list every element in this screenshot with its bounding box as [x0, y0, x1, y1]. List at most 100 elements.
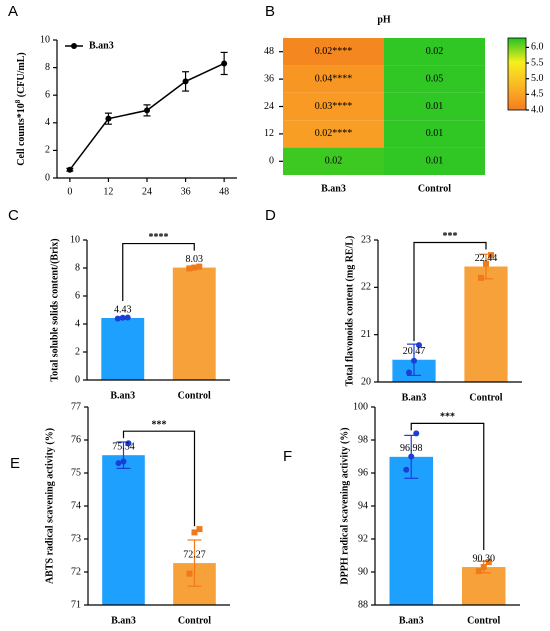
panel-label: D — [265, 207, 276, 224]
bar — [102, 455, 145, 605]
y-axis-label: ABTS radical scavening activity (%) — [44, 428, 55, 584]
y-tick-label: 10 — [70, 234, 80, 245]
significance-bracket — [122, 430, 196, 527]
x-tick-label: 48 — [219, 186, 229, 197]
legend-marker — [71, 43, 77, 49]
replicate-point — [125, 440, 132, 447]
data-point — [144, 107, 150, 114]
replicate-point — [413, 430, 420, 437]
significance-label: *** — [152, 419, 167, 430]
y-tick-label: 76 — [71, 434, 81, 445]
y-tick-label: 88 — [358, 599, 368, 610]
significance-bracket — [122, 242, 195, 301]
y-tick-label: 21 — [361, 329, 371, 340]
colorbar-tick-label: 4.0 — [531, 104, 544, 115]
x-tick-label: B.an3 — [110, 390, 135, 401]
y-tick-label: 77 — [71, 401, 81, 412]
x-tick-label: Control — [178, 615, 211, 626]
column-label: Control — [418, 183, 451, 194]
data-point — [221, 60, 228, 67]
replicate-point — [408, 453, 415, 460]
y-tick-label: 0 — [75, 374, 80, 385]
data-point — [66, 166, 73, 173]
replicate-point — [485, 559, 492, 566]
cell-label: 0.02 — [325, 156, 343, 167]
replicate-point — [191, 264, 198, 271]
y-axis-label-part: Cell counts*10 — [16, 103, 27, 166]
value-label: 75.54 — [112, 441, 135, 452]
x-tick-label: B.an3 — [399, 615, 424, 626]
row-label: 0 — [269, 156, 274, 167]
value-label: 20.47 — [403, 346, 426, 357]
replicate-point — [406, 369, 412, 376]
heat-cell — [283, 65, 384, 93]
value-label: 72.27 — [183, 549, 206, 560]
cell-label: 0.05 — [426, 73, 444, 84]
x-tick-label: 0 — [67, 186, 72, 197]
y-tick-label: 71 — [71, 599, 81, 610]
bar — [172, 267, 216, 380]
y-tick-label: 20 — [361, 376, 371, 387]
significance-label: **** — [149, 232, 169, 243]
value-label: 22.44 — [475, 253, 498, 264]
panel-label: A — [8, 3, 18, 20]
replicate-point — [475, 568, 482, 575]
y-tick-label: 8 — [75, 262, 80, 273]
cell-label: 0.01 — [426, 128, 444, 139]
bar — [389, 456, 433, 605]
y-tick-label: 74 — [71, 500, 81, 511]
x-tick-label: 24 — [142, 186, 152, 197]
x-tick-label: Control — [467, 615, 500, 626]
y-tick-label: 8 — [45, 62, 50, 73]
cell-label: 0.01 — [426, 101, 444, 112]
colorbar-tick-label: 5.5 — [531, 57, 544, 68]
column-label: B.an3 — [321, 183, 346, 194]
cell-label: 0.01 — [426, 156, 444, 167]
y-axis-label: Cell counts*108 (CFU/mL) — [14, 52, 28, 166]
panel-label: C — [8, 207, 19, 224]
replicate-point — [119, 314, 126, 321]
y-axis-label: Total soluble solids content/(Brix) — [49, 238, 60, 381]
y-tick-label: 2 — [75, 346, 80, 357]
y-axis-label-part: 8 — [14, 99, 22, 103]
significance-bracket — [413, 241, 487, 342]
replicate-point — [488, 252, 494, 259]
y-tick-label: 4 — [75, 318, 80, 329]
significance-bracket — [410, 422, 485, 551]
cell-label: 0.03**** — [315, 101, 353, 112]
replicate-point — [416, 342, 422, 349]
replicate-point — [115, 460, 122, 467]
panel-label: F — [283, 448, 292, 465]
x-tick-label: 36 — [181, 186, 191, 197]
replicate-point — [411, 357, 417, 364]
y-tick-label: 92 — [358, 533, 368, 544]
y-axis-label: Total flavonoids content (mg RE/L) — [344, 236, 355, 387]
heat-cell — [384, 120, 485, 148]
y-tick-label: 23 — [361, 234, 371, 245]
heat-cell — [384, 147, 485, 175]
replicate-point — [191, 529, 198, 536]
value-label: 4.43 — [114, 304, 132, 315]
x-tick-label: B.an3 — [111, 615, 136, 626]
y-tick-label: 6 — [45, 89, 50, 100]
colorbar-tick-label: 6.0 — [531, 42, 544, 53]
x-tick-label: Control — [469, 392, 502, 403]
heat-cell — [283, 38, 384, 66]
y-tick-label: 22 — [361, 282, 371, 293]
x-tick-label: B.an3 — [402, 392, 427, 403]
heat-cell — [283, 147, 384, 175]
panel-label: B — [265, 3, 275, 20]
cell-label: 0.02**** — [315, 128, 353, 139]
value-label: 8.03 — [186, 254, 204, 265]
heat-cell — [384, 38, 485, 66]
cell-label: 0.04**** — [315, 73, 353, 84]
colorbar-tick-label: 4.5 — [531, 89, 544, 100]
y-axis-label: DPPH radical scavening activity (%) — [339, 427, 350, 584]
cell-label: 0.02 — [426, 46, 444, 57]
heat-cell — [384, 65, 485, 93]
replicate-point — [114, 315, 121, 322]
bar — [464, 266, 508, 382]
legend-label: B.an3 — [89, 40, 114, 51]
row-label: 36 — [264, 73, 274, 84]
